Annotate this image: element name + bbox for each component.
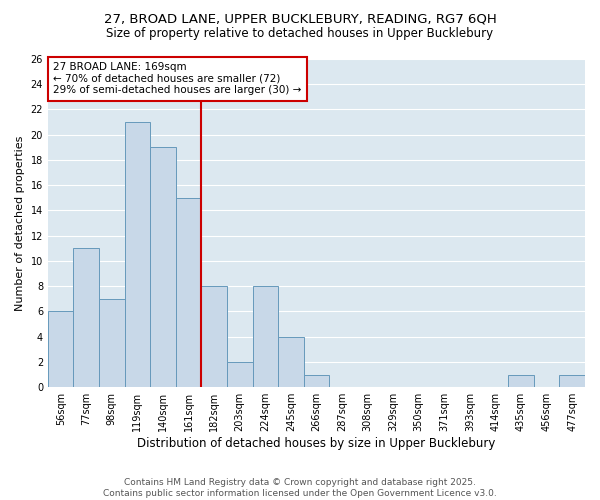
Bar <box>48 312 73 387</box>
Bar <box>508 374 534 387</box>
Bar <box>278 336 304 387</box>
Text: Size of property relative to detached houses in Upper Bucklebury: Size of property relative to detached ho… <box>106 28 494 40</box>
Bar <box>227 362 253 387</box>
Bar <box>304 374 329 387</box>
Bar <box>253 286 278 387</box>
Bar <box>202 286 227 387</box>
Text: 27 BROAD LANE: 169sqm
← 70% of detached houses are smaller (72)
29% of semi-deta: 27 BROAD LANE: 169sqm ← 70% of detached … <box>53 62 302 96</box>
Bar <box>73 248 99 387</box>
Bar <box>99 299 125 387</box>
Bar <box>125 122 150 387</box>
Bar <box>559 374 585 387</box>
Text: 27, BROAD LANE, UPPER BUCKLEBURY, READING, RG7 6QH: 27, BROAD LANE, UPPER BUCKLEBURY, READIN… <box>104 12 496 26</box>
Bar <box>176 198 202 387</box>
Text: Contains HM Land Registry data © Crown copyright and database right 2025.
Contai: Contains HM Land Registry data © Crown c… <box>103 478 497 498</box>
Y-axis label: Number of detached properties: Number of detached properties <box>15 136 25 311</box>
Bar <box>150 148 176 387</box>
X-axis label: Distribution of detached houses by size in Upper Bucklebury: Distribution of detached houses by size … <box>137 437 496 450</box>
